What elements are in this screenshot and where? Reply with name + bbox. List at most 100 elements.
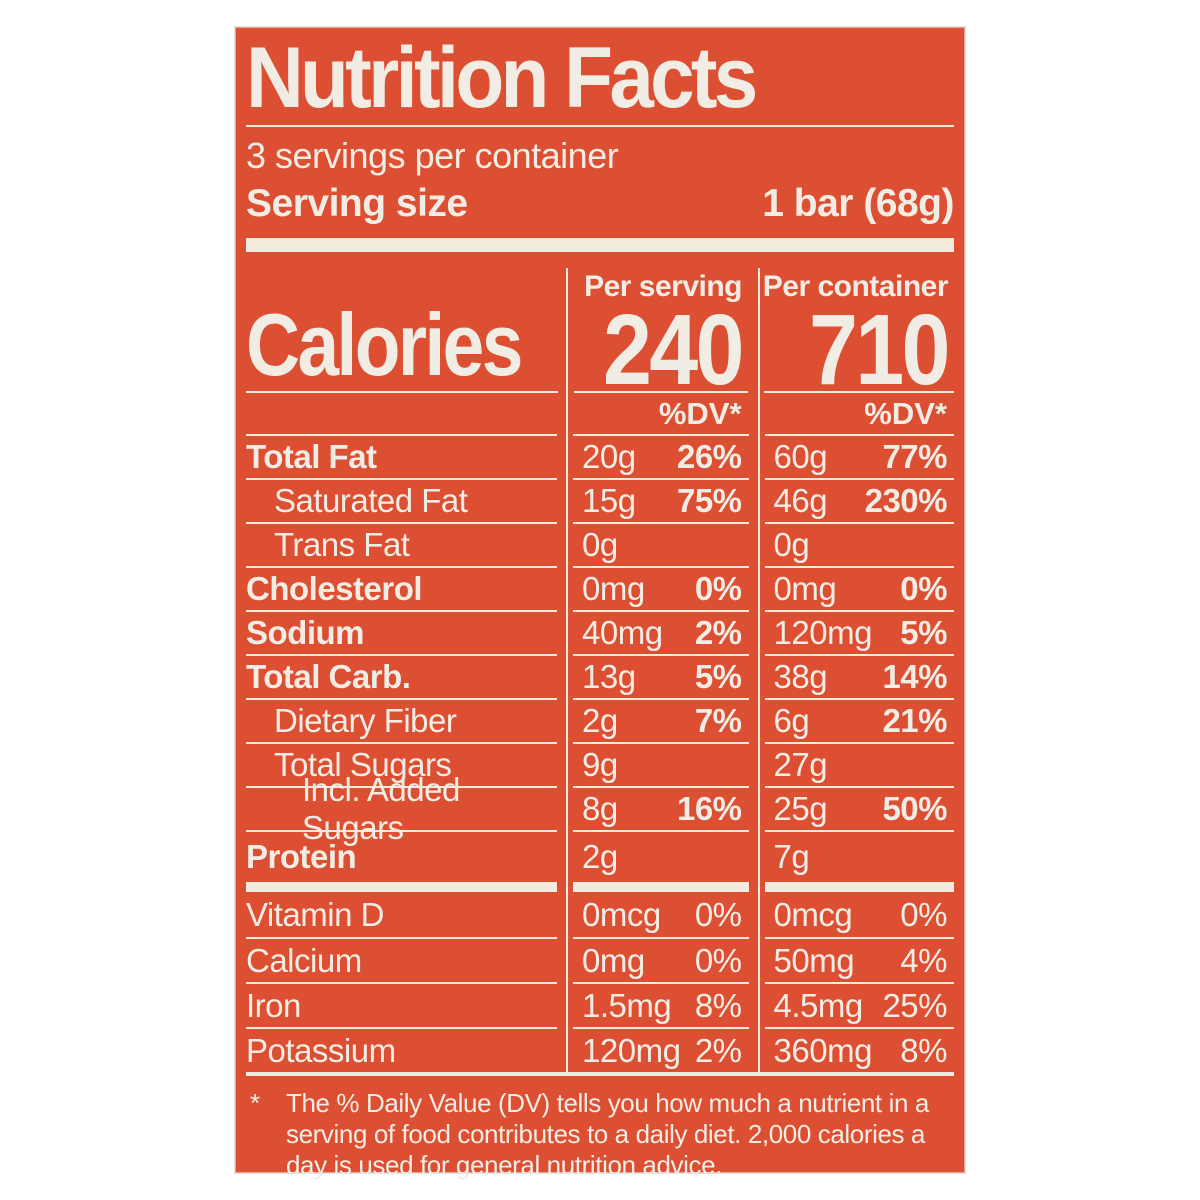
container-amount: 46g — [773, 482, 828, 519]
serving-dv: 0% — [694, 941, 742, 979]
serving-dv: 5% — [694, 658, 742, 695]
container-dv: 5% — [900, 614, 947, 651]
calories-per-serving-cell: Per serving 240 — [574, 268, 748, 406]
container-amount: 6g — [773, 702, 810, 739]
container-dv: 25% — [882, 986, 947, 1024]
serving-size-label: Serving size — [246, 182, 468, 225]
calories-row: Calories Per serving 240 Per container 7… — [246, 268, 954, 406]
container-amount: 360mg — [773, 1031, 873, 1069]
header-thick-bar — [246, 238, 954, 252]
nutrient-row-cholesterol: Cholesterol 0mg 0% 0mg 0% — [246, 568, 954, 612]
nutrient-name: Saturated Fat — [274, 482, 468, 519]
container-amount: 120mg — [773, 614, 873, 651]
serving-dv: 2% — [694, 614, 742, 651]
serving-amount: 13g — [582, 658, 636, 695]
serving-dv: 2% — [694, 1031, 742, 1069]
nutrient-name: Cholesterol — [246, 570, 423, 607]
vitamin-name: Potassium — [246, 1031, 396, 1069]
mid-bar-segment — [246, 882, 558, 892]
container-dv: 21% — [882, 702, 947, 739]
nutrient-row-total-sugars: Total Sugars 9g 27g — [246, 744, 954, 788]
container-amount: 25g — [773, 790, 828, 827]
serving-dv: 7% — [694, 702, 742, 739]
container-dv: 230% — [864, 482, 948, 519]
footnote-text: The % Daily Value (DV) tells you how muc… — [286, 1088, 929, 1180]
calories-per-container-value: 710 — [809, 294, 951, 406]
container-dv: 14% — [882, 658, 947, 695]
vitamin-row-iron: Iron 1.5mg 8% 4.5mg 25% — [246, 982, 954, 1027]
serving-amount: 0mg — [582, 941, 645, 979]
nutrient-row-protein: Protein 2g 7g — [246, 832, 954, 882]
mid-bar-segment — [573, 882, 749, 892]
serving-amount: 120mg — [582, 1031, 681, 1069]
container-amount: 0mg — [773, 570, 837, 607]
serving-dv: 0% — [694, 570, 742, 607]
serving-amount: 2g — [582, 702, 618, 739]
container-dv: 0% — [900, 895, 947, 933]
serving-amount: 0mg — [582, 570, 645, 607]
vitamin-row-calcium: Calcium 0mg 0% 50mg 4% — [246, 937, 954, 982]
calories-per-serving-value: 240 — [603, 294, 745, 406]
serving-amount: 2g — [582, 838, 618, 875]
dv-header-spacer — [246, 393, 558, 436]
vitamin-name: Vitamin D — [246, 895, 384, 933]
serving-dv: 26% — [676, 438, 742, 475]
dv-header-serving: %DV* — [573, 393, 749, 436]
title-divider — [246, 125, 954, 127]
container-dv: 8% — [900, 1031, 947, 1069]
serving-dv: 75% — [676, 482, 742, 519]
container-amount: 38g — [773, 658, 828, 695]
nutrient-name: Trans Fat — [274, 526, 410, 563]
serving-dv: 0% — [694, 895, 742, 933]
serving-dv: 16% — [676, 790, 742, 827]
container-amount: 50mg — [773, 941, 855, 979]
nutrient-name: Incl. Added Sugars — [302, 771, 460, 846]
container-amount: 4.5mg — [773, 986, 864, 1024]
nutrient-name: Sodium — [246, 614, 365, 651]
per-serving-header: Per serving — [584, 270, 742, 303]
dv-header-container: %DV* — [764, 393, 954, 436]
footnote-asterisk: * — [250, 1088, 260, 1118]
nutrient-columns: Calories Per serving 240 Per container 7… — [246, 268, 954, 1072]
nutrient-name: Protein — [246, 838, 357, 875]
container-amount: 0g — [773, 526, 810, 563]
container-amount: 60g — [773, 438, 828, 475]
column-divider-2 — [758, 268, 760, 1072]
dv-header-row: %DV* %DV* — [246, 393, 954, 436]
serving-amount: 0mcg — [582, 895, 661, 933]
column-divider-1 — [566, 268, 568, 1072]
nutrient-row-added-sugars: Incl. Added Sugars 8g 16% 25g 50% — [246, 771, 954, 846]
container-dv: 50% — [882, 790, 947, 827]
calories-label-cell: Calories — [246, 268, 558, 393]
calories-per-container-cell: Per container 710 — [762, 268, 954, 406]
nutrient-name: Total Fat — [246, 438, 377, 475]
nutrient-name: Dietary Fiber — [274, 702, 457, 739]
nutrient-row-total-carb: Total Carb. 13g 5% 38g 14% — [246, 656, 954, 700]
nutrient-name: Total Carb. — [246, 658, 411, 695]
serving-dv: 8% — [694, 986, 742, 1024]
servings-per-container: 3 servings per container — [246, 135, 619, 176]
nutrient-row-total-fat: Total Fat 20g 26% 60g 77% — [246, 436, 954, 480]
container-amount: 7g — [773, 838, 810, 875]
nutrient-row-trans-fat: Trans Fat 0g 0g — [246, 524, 954, 568]
container-dv: 4% — [900, 941, 947, 979]
serving-amount: 15g — [582, 482, 636, 519]
serving-amount: 40mg — [582, 614, 663, 651]
nutrient-row-dietary-fiber: Dietary Fiber 2g 7% 6g 21% — [246, 700, 954, 744]
vitamin-row-potassium: Potassium 120mg 2% 360mg 8% — [246, 1027, 954, 1072]
serving-size-row: Serving size 1 bar (68g) — [246, 183, 954, 225]
vitamin-name: Calcium — [246, 941, 362, 979]
serving-amount: 0g — [582, 526, 618, 563]
container-amount: 0mcg — [773, 895, 853, 933]
vitamin-name: Iron — [246, 986, 301, 1024]
serving-amount: 8g — [582, 790, 618, 827]
per-container-header: Per container — [762, 270, 949, 303]
serving-amount: 9g — [582, 746, 618, 783]
footnote-divider — [246, 1072, 954, 1076]
nutrient-row-sodium: Sodium 40mg 2% 120mg 5% — [246, 612, 954, 656]
container-dv: 0% — [900, 570, 947, 607]
nutrition-facts-label: Nutrition Facts 3 servings per container… — [234, 26, 966, 1180]
nutrient-name: Total Sugars — [274, 746, 452, 783]
serving-amount: 1.5mg — [582, 986, 672, 1024]
container-dv: 77% — [882, 438, 947, 475]
